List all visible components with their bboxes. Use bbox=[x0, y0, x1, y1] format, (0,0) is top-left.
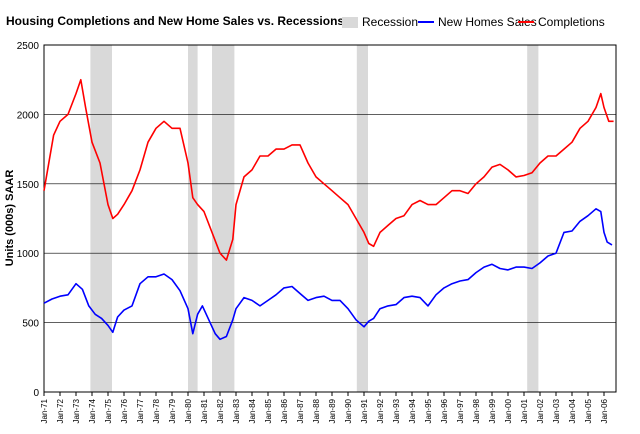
x-tick-label-Jan-77: Jan-77 bbox=[136, 398, 145, 423]
x-tick-label-Jan-74: Jan-74 bbox=[88, 398, 97, 423]
x-tick-label-Jan-95: Jan-95 bbox=[424, 398, 433, 423]
x-tick-label-Jan-93: Jan-93 bbox=[392, 398, 401, 423]
x-tick-label-Jan-96: Jan-96 bbox=[440, 398, 449, 423]
recession-band-1 bbox=[90, 45, 112, 392]
x-tick-label-Jan-92: Jan-92 bbox=[376, 398, 385, 423]
chart-title: Housing Completions and New Home Sales v… bbox=[6, 14, 344, 28]
x-tick-label-Jan-01: Jan-01 bbox=[520, 398, 529, 423]
x-tick-label-Jan-88: Jan-88 bbox=[312, 398, 321, 423]
x-tick-label-Jan-82: Jan-82 bbox=[216, 398, 225, 423]
plot-area: 0 500 1000 1500 2000 2500 Jan-71 Jan-72 Jan-73 Ja… bbox=[17, 41, 617, 423]
legend-label-recession: Recession bbox=[362, 15, 418, 29]
x-tick-label-Jan-94: Jan-94 bbox=[408, 398, 417, 423]
x-tick-label-Jan-87: Jan-87 bbox=[296, 398, 305, 423]
series-line-new-homes-sales bbox=[43, 208, 613, 341]
x-tick-label-Jan-84: Jan-84 bbox=[248, 398, 257, 423]
x-tick-label-Jan-91: Jan-91 bbox=[360, 398, 369, 423]
x-tick-label-Jan-97: Jan-97 bbox=[456, 398, 465, 423]
legend: Recession New Homes Sales Completions bbox=[342, 15, 605, 29]
x-tick-label-Jan-05: Jan-05 bbox=[584, 398, 593, 423]
x-tick-label-Jan-85: Jan-85 bbox=[264, 398, 273, 423]
y-tick-label-1500: 1500 bbox=[17, 180, 40, 191]
y-tick-label-2000: 2000 bbox=[17, 110, 40, 121]
x-tick-label-Jan-81: Jan-81 bbox=[200, 398, 209, 423]
y-tick-label-2500: 2500 bbox=[17, 41, 40, 52]
x-tick-label-Jan-76: Jan-76 bbox=[120, 398, 129, 423]
x-tick-label-Jan-73: Jan-73 bbox=[72, 398, 81, 423]
recession-band-5 bbox=[527, 45, 539, 392]
x-tick-label-Jan-02: Jan-02 bbox=[536, 398, 545, 423]
x-tick-label-Jan-83: Jan-83 bbox=[232, 398, 241, 423]
recession-band-2 bbox=[188, 45, 198, 392]
x-tick-label-Jan-90: Jan-90 bbox=[344, 398, 353, 423]
x-tick-label-Jan-04: Jan-04 bbox=[568, 398, 577, 423]
x-tick-label-Jan-72: Jan-72 bbox=[56, 398, 65, 423]
x-tick-label-Jan-86: Jan-86 bbox=[280, 398, 289, 423]
x-tick-label-Jan-78: Jan-78 bbox=[152, 398, 161, 423]
legend-label-new-homes-sales: New Homes Sales bbox=[438, 15, 537, 29]
x-tick-label-Jan-99: Jan-99 bbox=[488, 398, 497, 423]
x-tick-label-Jan-98: Jan-98 bbox=[472, 398, 481, 423]
x-tick-label-Jan-75: Jan-75 bbox=[104, 398, 113, 423]
x-tick-label-Jan-06: Jan-06 bbox=[600, 398, 609, 423]
y-tick-label-1000: 1000 bbox=[17, 249, 40, 260]
legend-label-completions: Completions bbox=[538, 15, 605, 29]
x-tick-label-Jan-80: Jan-80 bbox=[184, 398, 193, 423]
x-tick-label-Jan-03: Jan-03 bbox=[552, 398, 561, 423]
recession-band-3 bbox=[212, 45, 235, 392]
x-tick-label-Jan-00: Jan-00 bbox=[504, 398, 513, 423]
plot-frame bbox=[43, 44, 617, 393]
y-tick-label-500: 500 bbox=[22, 319, 39, 330]
x-tick-label-Jan-79: Jan-79 bbox=[168, 398, 177, 423]
recession-band-4 bbox=[356, 45, 368, 392]
x-tick-label-Jan-71: Jan-71 bbox=[40, 398, 49, 423]
y-axis-label: Units (000s) SAAR bbox=[4, 170, 16, 267]
series-line-completions bbox=[43, 78, 614, 261]
legend-swatch-recession bbox=[342, 17, 358, 28]
x-tick-label-Jan-89: Jan-89 bbox=[328, 398, 337, 423]
y-tick-label-0: 0 bbox=[33, 388, 39, 399]
